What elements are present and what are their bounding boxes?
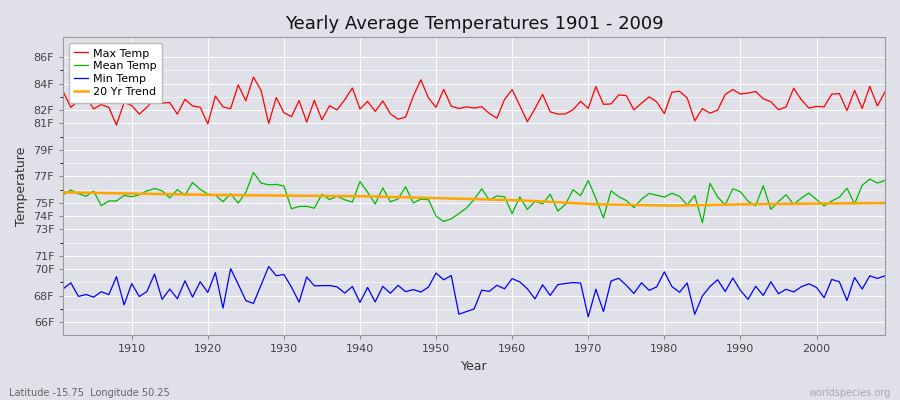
Min Temp [879,273,890,278]
Line: 20 Yr Trend: 20 Yr Trend [63,192,885,206]
Line: Mean Temp: Mean Temp [63,172,885,223]
Min Temp [613,276,624,281]
20 Yr Trend [119,191,130,196]
Max Temp [111,123,122,128]
20 Yr Trend [879,200,890,205]
Line: Min Temp: Min Temp [63,266,885,317]
Max Temp [248,75,259,80]
20 Yr Trend [667,203,678,208]
Mean Temp [515,194,526,199]
Text: worldspecies.org: worldspecies.org [809,388,891,398]
Max Temp [522,119,533,124]
Min Temp [264,264,274,269]
20 Yr Trend [500,198,510,202]
Mean Temp [697,220,707,225]
Max Temp [613,92,624,97]
Max Temp [879,90,890,94]
Max Temp [347,86,358,90]
Max Temp [302,120,312,124]
Min Temp [58,286,68,291]
20 Yr Trend [598,202,609,207]
20 Yr Trend [286,193,297,198]
Text: Latitude -15.75  Longitude 50.25: Latitude -15.75 Longitude 50.25 [9,388,170,398]
Mean Temp [507,211,517,216]
Min Temp [507,276,517,281]
Max Temp [58,89,68,94]
Min Temp [339,291,350,296]
Mean Temp [879,178,890,183]
Mean Temp [248,170,259,175]
Min Temp [293,300,304,304]
Min Temp [515,280,526,284]
Min Temp [119,302,130,307]
Mean Temp [606,188,616,193]
X-axis label: Year: Year [461,360,488,373]
20 Yr Trend [58,190,68,195]
Line: Max Temp: Max Temp [63,77,885,125]
Mean Temp [119,193,130,198]
Title: Yearly Average Temperatures 1901 - 2009: Yearly Average Temperatures 1901 - 2009 [284,15,663,33]
Min Temp [583,314,594,319]
Max Temp [126,103,137,108]
20 Yr Trend [332,194,343,198]
Max Temp [515,103,526,108]
Mean Temp [58,192,68,197]
20 Yr Trend [507,198,517,202]
Legend: Max Temp, Mean Temp, Min Temp, 20 Yr Trend: Max Temp, Mean Temp, Min Temp, 20 Yr Tre… [68,43,162,103]
Y-axis label: Temperature: Temperature [15,147,28,226]
Mean Temp [293,204,304,209]
Mean Temp [339,198,350,202]
